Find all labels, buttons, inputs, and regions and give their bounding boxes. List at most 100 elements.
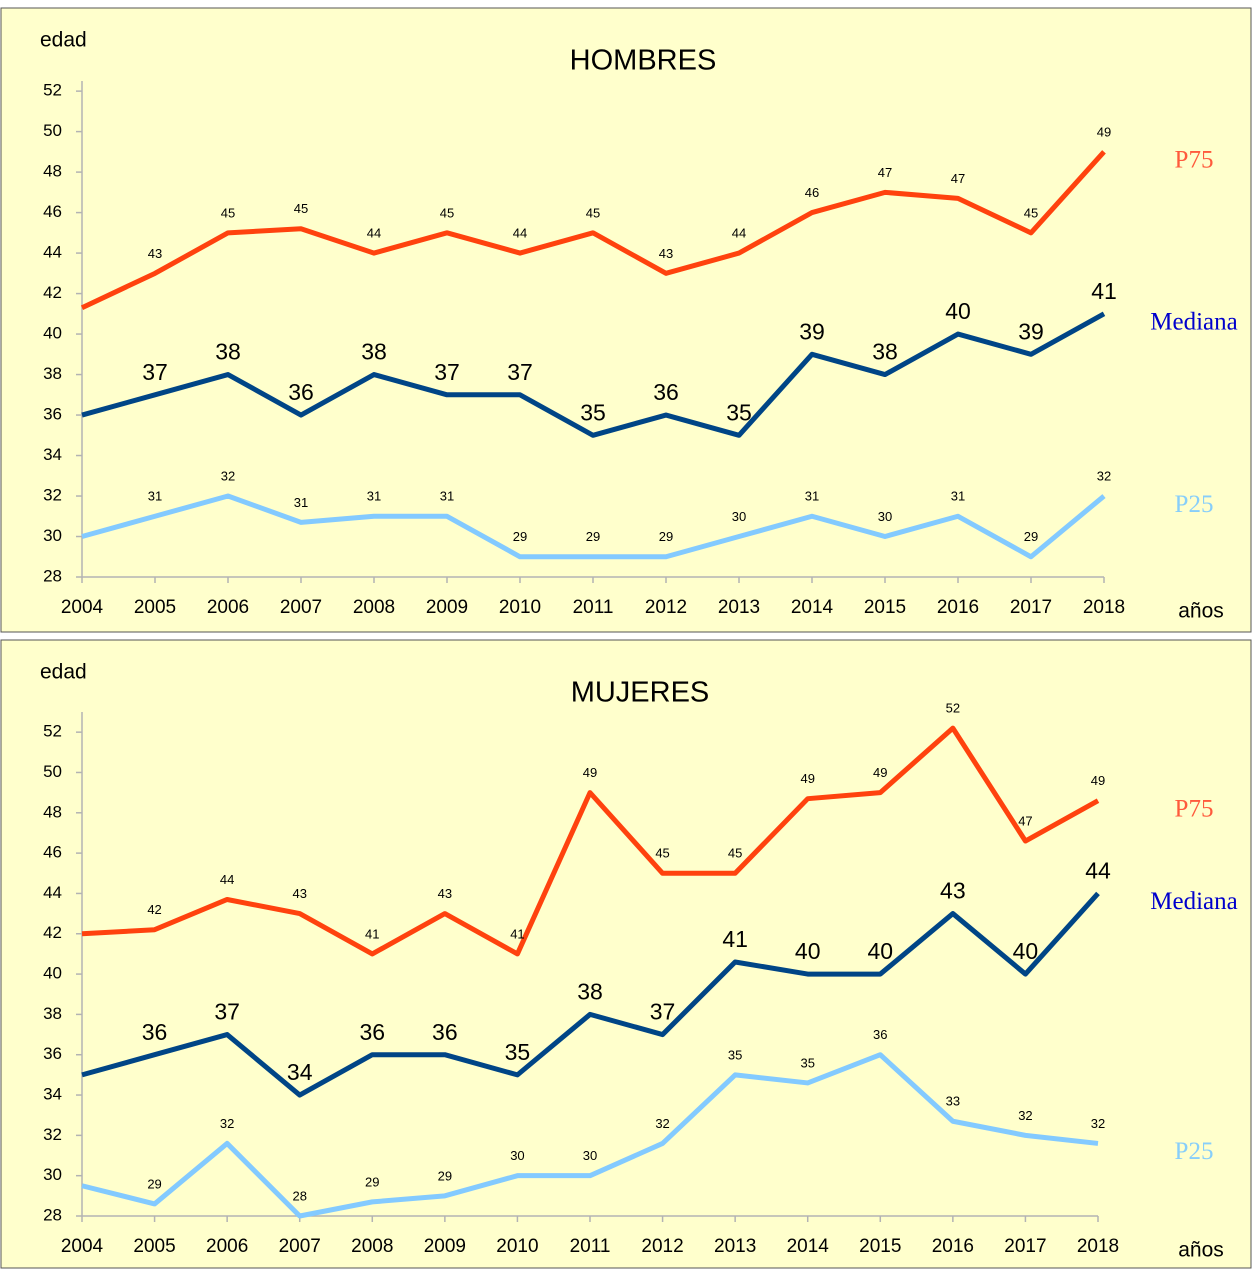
- data-label: 45: [655, 846, 669, 861]
- x-tick-label: 2009: [424, 1236, 466, 1257]
- data-label: 32: [655, 1116, 669, 1131]
- y-tick-label: 42: [43, 283, 62, 302]
- data-label: 29: [147, 1176, 161, 1191]
- y-axis-label: edad: [40, 661, 87, 684]
- data-label: 47: [878, 165, 892, 180]
- x-tick-label: 2012: [645, 597, 687, 618]
- data-label: 44: [513, 226, 527, 241]
- chart: HOMBRES edad años 28 30 32 34 36 38 40 42 44 46 48 50 5…: [0, 7, 1252, 633]
- x-tick-label: 2014: [791, 597, 834, 618]
- data-label: 29: [365, 1174, 379, 1189]
- data-label: 35: [505, 1039, 531, 1065]
- data-label: 35: [800, 1055, 814, 1070]
- chart-title: MUJERES: [571, 677, 710, 709]
- series-line: [81, 493, 1106, 560]
- chart-background: [0, 7, 1252, 633]
- y-tick-label: 40: [43, 324, 62, 343]
- data-label: 49: [873, 765, 887, 780]
- data-label: 32: [221, 468, 235, 483]
- chart: MUJERES edad años 28 30 32 34 36 38 40 42 44 46 48 50 5…: [0, 639, 1252, 1269]
- data-label: 29: [1024, 529, 1038, 544]
- data-label: 43: [292, 886, 306, 901]
- data-label: 41: [722, 926, 748, 952]
- x-tick-label: 2012: [641, 1236, 683, 1257]
- x-tick-label: 2016: [937, 597, 979, 618]
- data-label: 49: [583, 765, 597, 780]
- data-label: 38: [872, 339, 898, 365]
- data-label: 38: [215, 339, 241, 365]
- y-tick-label: 34: [43, 1085, 62, 1104]
- x-tick-label: 2013: [718, 597, 760, 618]
- x-tick-label: 2007: [279, 1236, 321, 1257]
- data-label: 29: [438, 1168, 452, 1183]
- data-label: 41: [365, 926, 379, 941]
- data-label: 32: [1091, 1116, 1105, 1131]
- chart-title: HOMBRES: [570, 45, 717, 77]
- y-tick-label: 36: [43, 405, 62, 424]
- x-tick-label: 2004: [61, 1236, 104, 1257]
- y-tick-label: 32: [43, 486, 62, 505]
- y-tick-label: 28: [43, 566, 62, 585]
- legend-entry: P25: [1175, 491, 1214, 518]
- y-tick-label: 50: [43, 121, 62, 140]
- data-label: 31: [805, 489, 819, 504]
- data-label: 29: [659, 529, 673, 544]
- x-tick-label: 2018: [1077, 1236, 1119, 1257]
- data-label: 43: [659, 246, 673, 261]
- data-label: 35: [728, 1047, 742, 1062]
- series-line: [81, 891, 1100, 1098]
- data-label: 37: [434, 359, 460, 385]
- data-label: 49: [1091, 773, 1105, 788]
- x-tick-label: 2013: [714, 1236, 756, 1257]
- y-tick-label: 30: [43, 526, 62, 545]
- data-label: 39: [1018, 318, 1044, 344]
- data-label: 30: [510, 1148, 524, 1163]
- data-label: 36: [359, 1019, 385, 1045]
- data-label: 31: [440, 489, 454, 504]
- y-tick-label: 46: [43, 202, 62, 221]
- data-label: 34: [287, 1059, 313, 1085]
- data-label: 36: [142, 1019, 168, 1045]
- data-label: 35: [580, 399, 606, 425]
- x-tick-label: 2009: [426, 597, 468, 618]
- series-line: [81, 311, 1106, 438]
- y-tick-label: 30: [43, 1165, 62, 1184]
- x-tick-label: 2017: [1010, 597, 1052, 618]
- data-label: 30: [878, 509, 892, 524]
- x-tick-label: 2005: [134, 597, 176, 618]
- x-tick-label: 2011: [573, 597, 614, 618]
- x-tick-label: 2006: [207, 597, 249, 618]
- data-label: 43: [940, 878, 966, 904]
- x-tick-label: 2007: [280, 597, 322, 618]
- data-label: 39: [799, 318, 825, 344]
- data-label: 29: [513, 529, 527, 544]
- data-label: 32: [220, 1116, 234, 1131]
- data-label: 44: [732, 226, 746, 241]
- data-label: 45: [221, 205, 235, 220]
- series-line: [80, 150, 1106, 311]
- y-tick-label: 40: [43, 964, 62, 983]
- y-tick-label: 50: [43, 762, 62, 781]
- data-label: 37: [650, 999, 676, 1025]
- y-tick-label: 36: [43, 1044, 62, 1063]
- data-label: 40: [1013, 938, 1039, 964]
- data-label: 41: [510, 926, 524, 941]
- data-label: 45: [728, 846, 742, 861]
- x-axis-label: años: [1178, 600, 1224, 623]
- y-tick-label: 38: [43, 1004, 62, 1023]
- x-tick-label: 2010: [496, 1236, 538, 1257]
- data-label: 38: [577, 978, 603, 1004]
- x-tick-label: 2011: [570, 1236, 611, 1257]
- x-tick-label: 2006: [206, 1236, 248, 1257]
- x-tick-label: 2015: [859, 1236, 901, 1257]
- data-label: 40: [945, 298, 971, 324]
- data-label: 32: [1097, 468, 1111, 483]
- data-label: 40: [867, 938, 893, 964]
- legend-entry: P75: [1175, 795, 1214, 822]
- data-label: 31: [367, 489, 381, 504]
- x-tick-label: 2017: [1004, 1236, 1046, 1257]
- data-label: 45: [294, 201, 308, 216]
- data-label: 49: [1097, 124, 1111, 139]
- legend-entry: Mediana: [1150, 888, 1237, 915]
- data-label: 45: [440, 205, 454, 220]
